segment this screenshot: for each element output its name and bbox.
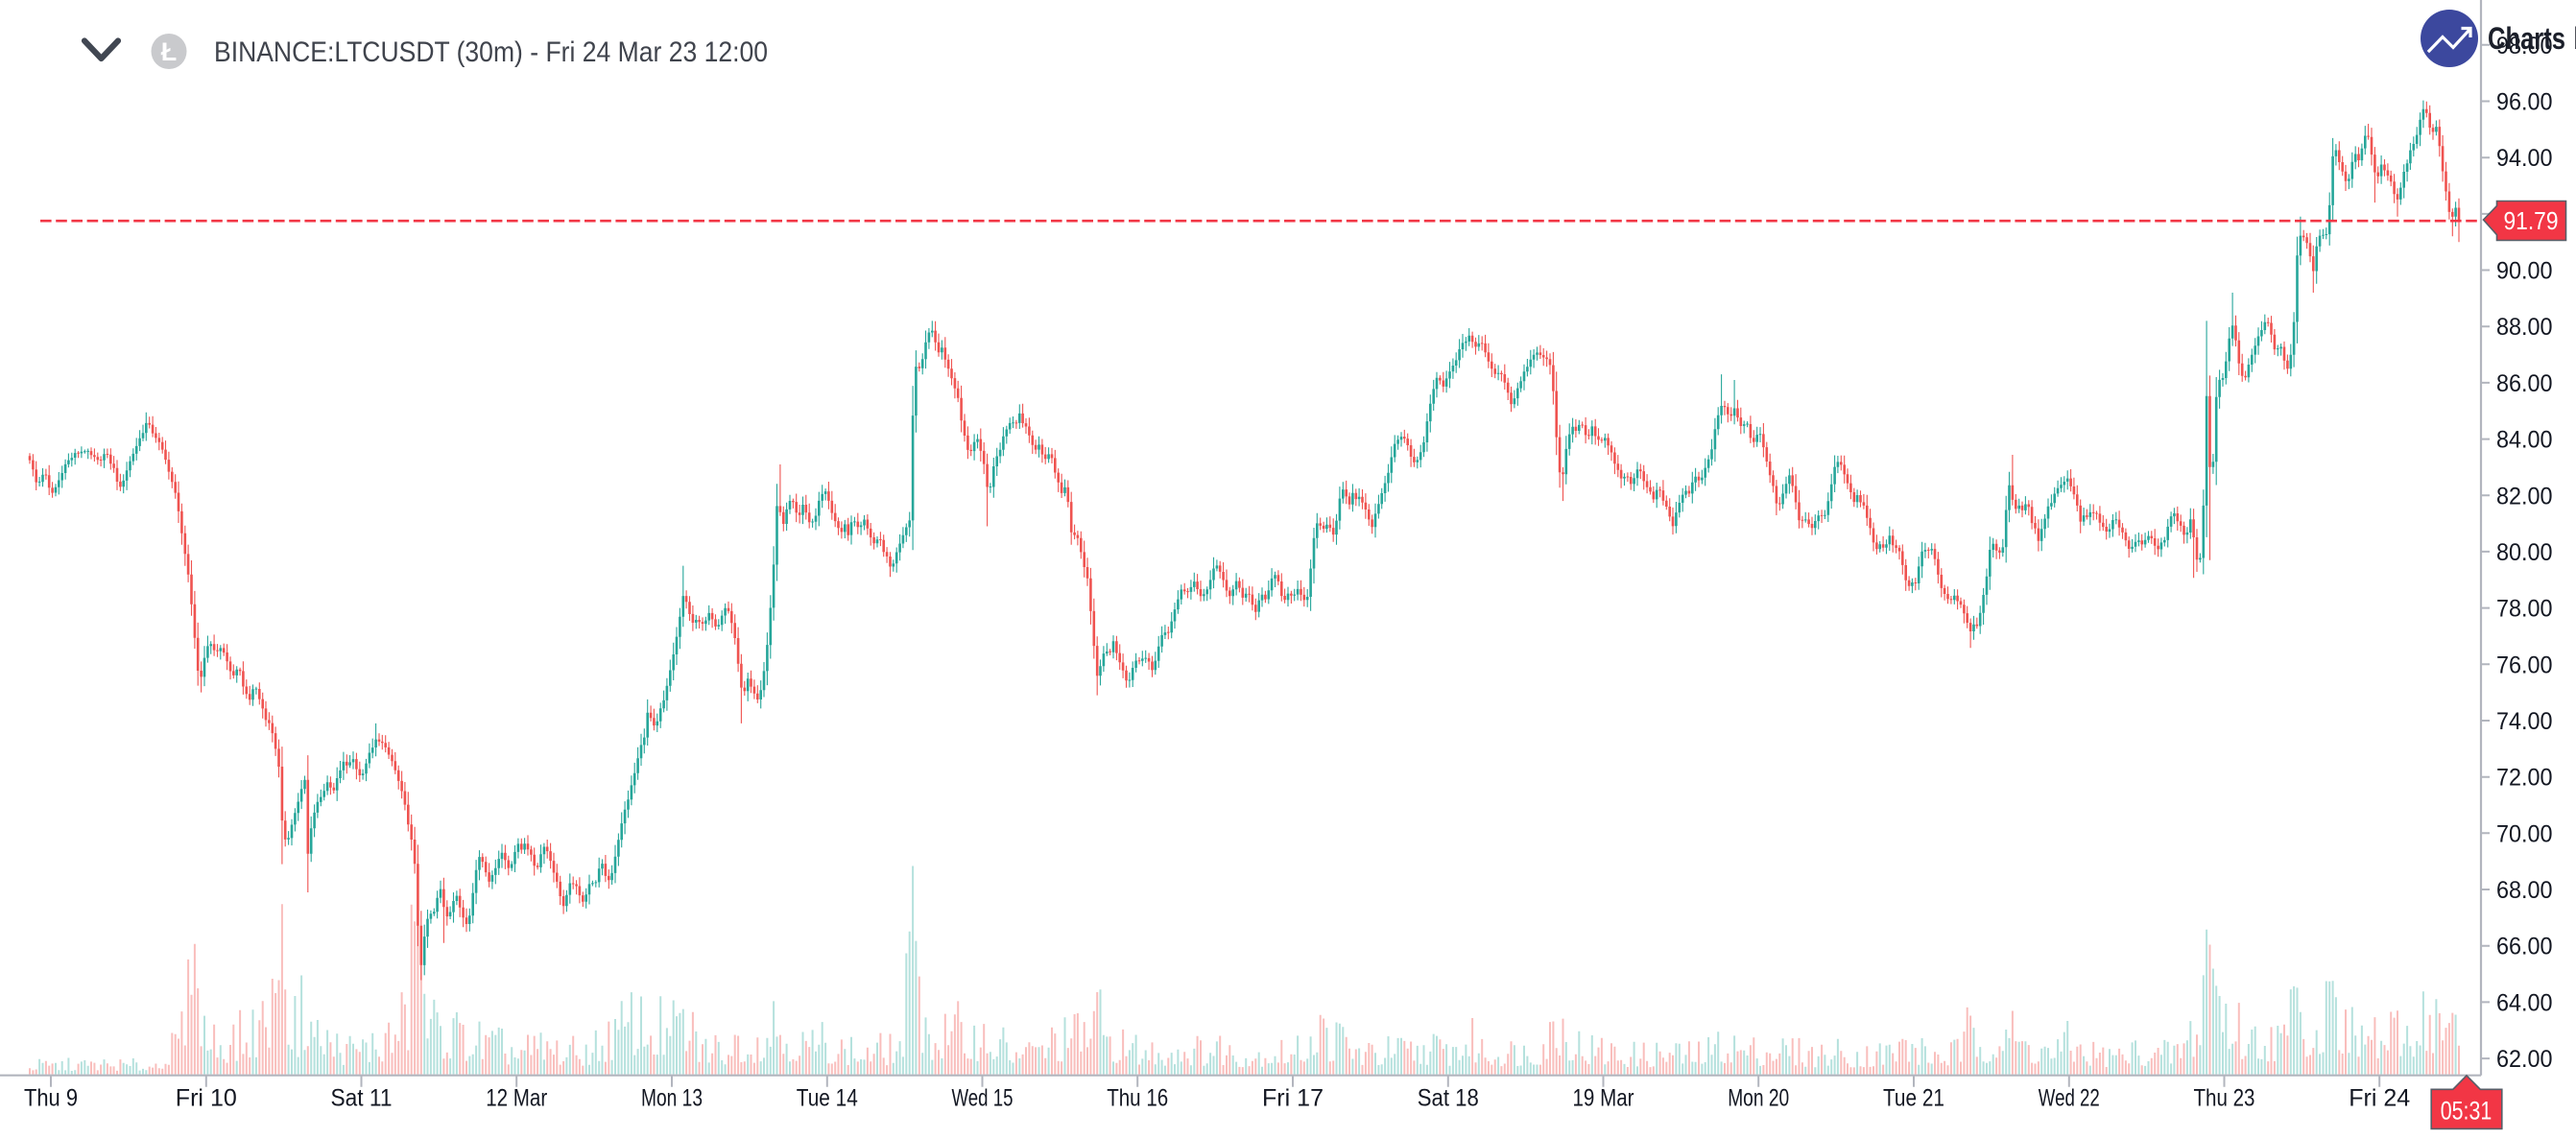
svg-text:66.00: 66.00 xyxy=(2496,934,2553,960)
svg-text:62.00: 62.00 xyxy=(2496,1046,2553,1073)
svg-text:72.00: 72.00 xyxy=(2496,765,2553,792)
svg-text:84.00: 84.00 xyxy=(2496,427,2553,454)
svg-text:68.00: 68.00 xyxy=(2496,877,2553,904)
svg-text:91.79: 91.79 xyxy=(2504,206,2559,235)
svg-text:78.00: 78.00 xyxy=(2496,596,2553,623)
svg-text:Wed 22: Wed 22 xyxy=(2039,1085,2100,1112)
svg-text:Tue 21: Tue 21 xyxy=(1883,1085,1944,1112)
svg-text:70.00: 70.00 xyxy=(2496,820,2553,847)
svg-text:88.00: 88.00 xyxy=(2496,314,2553,341)
svg-text:Thu 9: Thu 9 xyxy=(24,1085,78,1112)
svg-text:82.00: 82.00 xyxy=(2496,483,2553,510)
svg-text:12 Mar: 12 Mar xyxy=(486,1085,547,1112)
svg-text:94.00: 94.00 xyxy=(2496,145,2553,172)
svg-text:19 Mar: 19 Mar xyxy=(1573,1085,1634,1112)
svg-text:BINANCE:LTCUSDT (30m) - Fri 24: BINANCE:LTCUSDT (30m) - Fri 24 Mar 23 12… xyxy=(214,36,768,68)
svg-text:98.00: 98.00 xyxy=(2496,33,2553,59)
svg-text:96.00: 96.00 xyxy=(2496,89,2553,116)
svg-text:Sat 18: Sat 18 xyxy=(1418,1085,1479,1112)
svg-text:Wed 15: Wed 15 xyxy=(952,1085,1014,1112)
svg-text:Fri 17: Fri 17 xyxy=(1262,1085,1324,1112)
svg-text:64.00: 64.00 xyxy=(2496,989,2553,1016)
svg-text:Mon 20: Mon 20 xyxy=(1728,1085,1789,1112)
svg-text:05:31: 05:31 xyxy=(2441,1097,2493,1126)
svg-text:80.00: 80.00 xyxy=(2496,539,2553,566)
svg-text:Charts: Charts xyxy=(2488,21,2565,56)
svg-text:74.00: 74.00 xyxy=(2496,708,2553,735)
svg-text:Sat 11: Sat 11 xyxy=(331,1085,393,1112)
svg-text:Mon 13: Mon 13 xyxy=(641,1085,703,1112)
svg-text:Fri 24: Fri 24 xyxy=(2349,1085,2410,1112)
svg-text:Thu 16: Thu 16 xyxy=(1107,1085,1168,1112)
svg-text:Ł: Ł xyxy=(161,37,178,66)
svg-text:by: by xyxy=(2573,21,2576,56)
svg-text:Tue 14: Tue 14 xyxy=(797,1085,858,1112)
svg-text:Fri 10: Fri 10 xyxy=(176,1085,237,1112)
svg-text:86.00: 86.00 xyxy=(2496,370,2553,397)
svg-text:Thu 23: Thu 23 xyxy=(2194,1085,2255,1112)
svg-text:76.00: 76.00 xyxy=(2496,652,2553,678)
svg-text:90.00: 90.00 xyxy=(2496,258,2553,285)
